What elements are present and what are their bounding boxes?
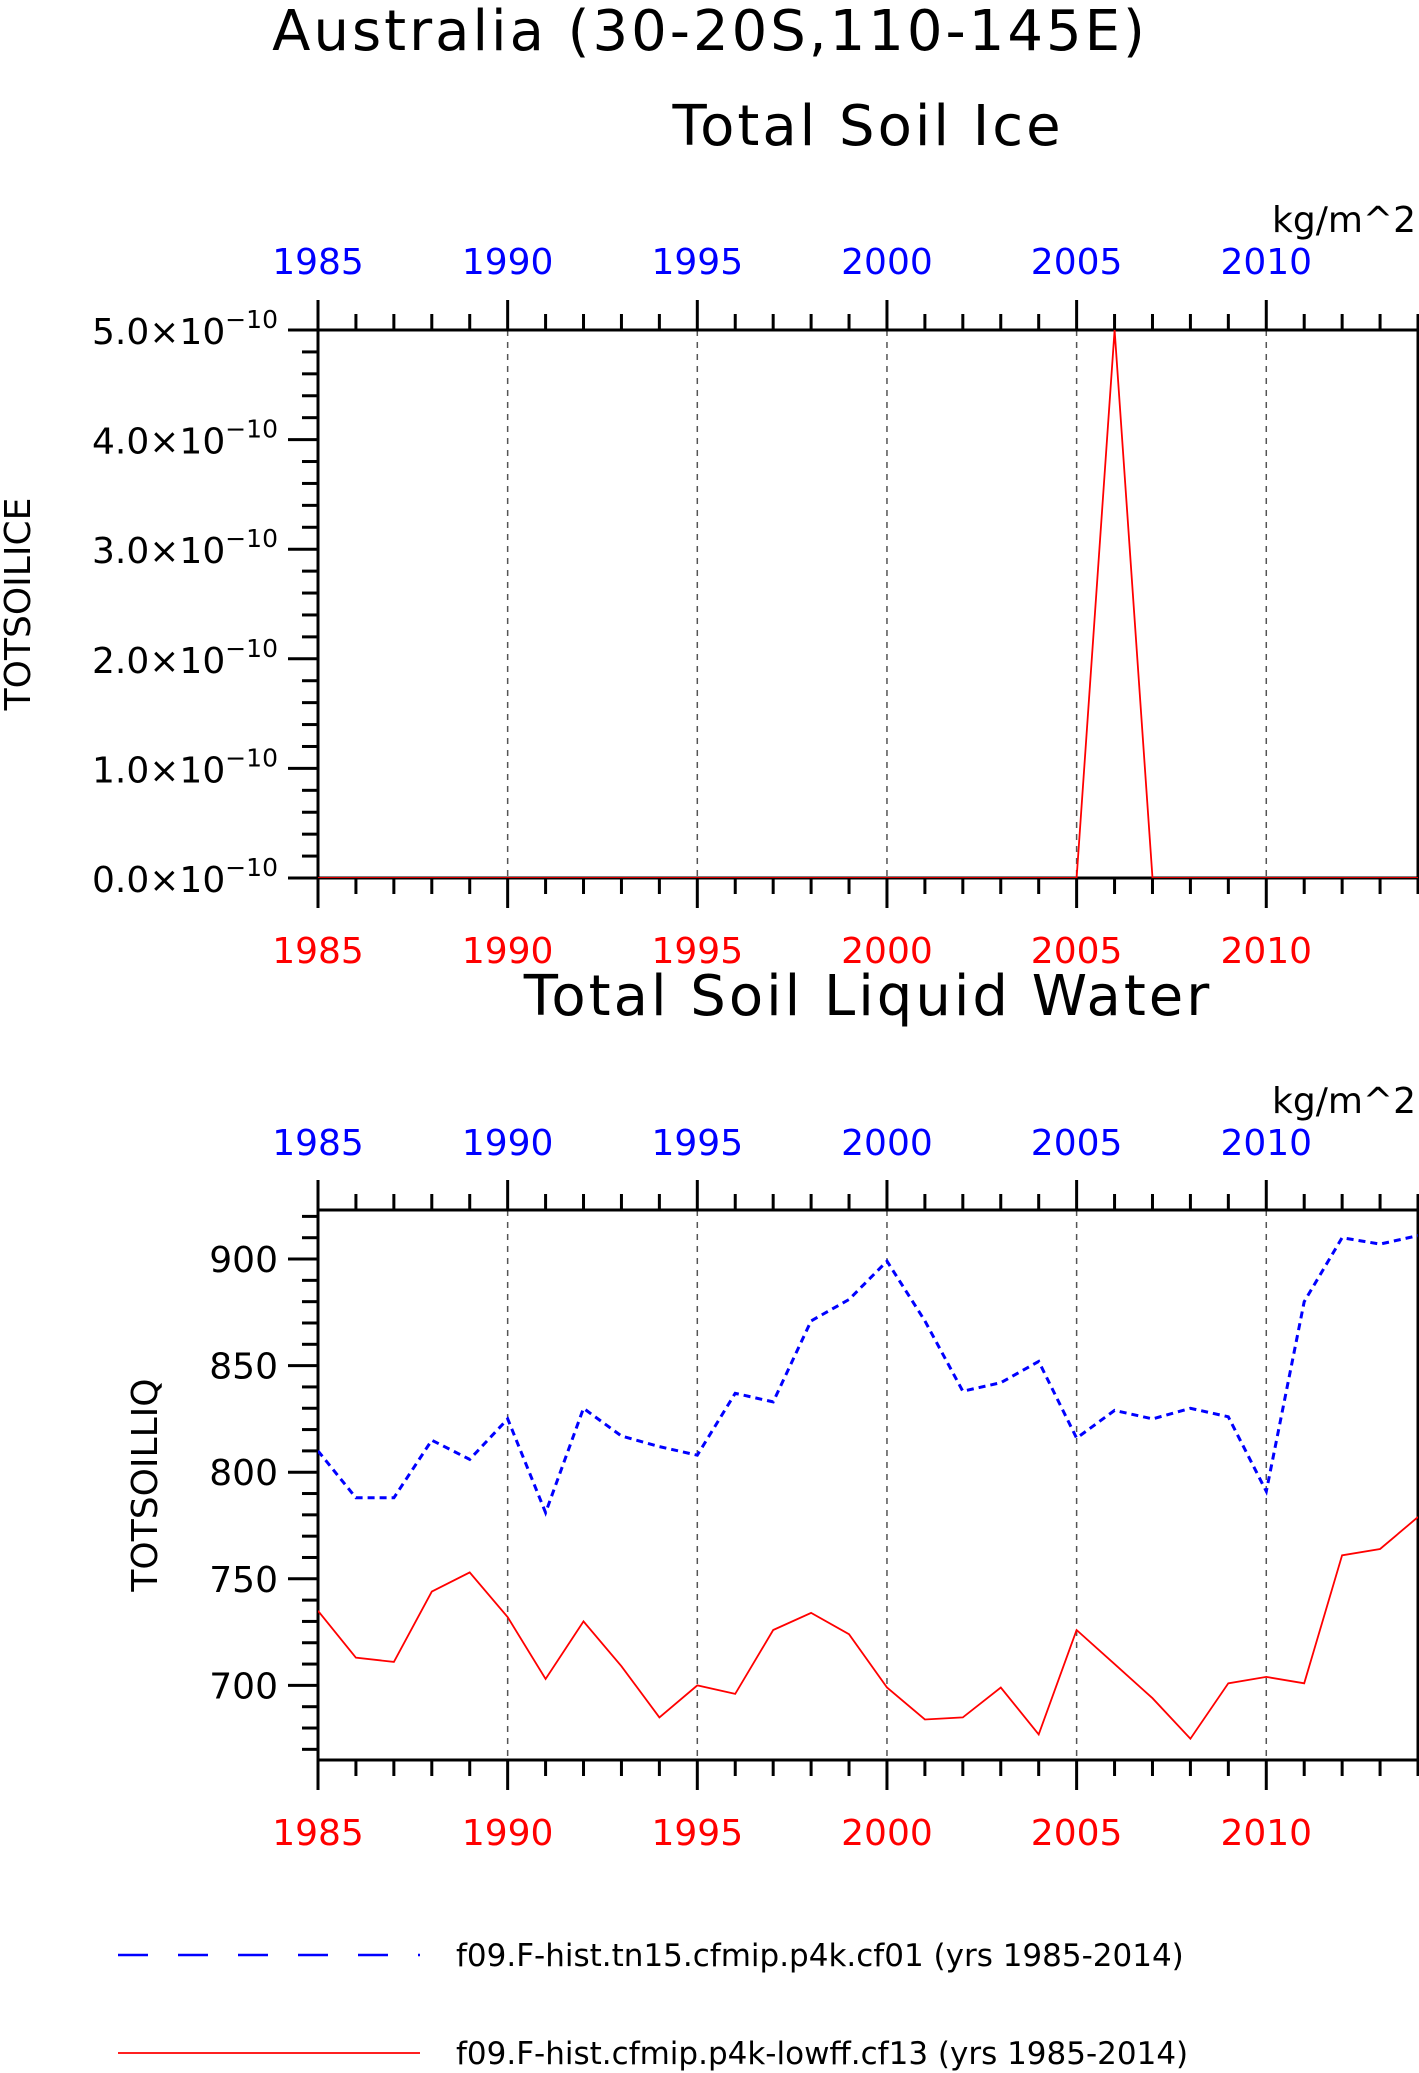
plot-frame (316, 1208, 1419, 1762)
x-label-top-1990: 1990 (462, 242, 554, 283)
x-label-top-2005: 2005 (1031, 1123, 1123, 1164)
x-label-bottom-2000: 2000 (841, 1813, 933, 1854)
y-label-700: 700 (209, 1666, 278, 1707)
soil-ice-panel: 1985 1985 1990 1990 1995 1995 2000 2000 2005 2005… (0, 200, 1419, 972)
x-label-bottom-1990: 1990 (462, 1813, 554, 1854)
y-label-mantissa: 3.0×10 (92, 531, 225, 572)
y-label-4: 4.0×10−10 (92, 415, 278, 463)
units-label: kg/m^2 (1272, 1081, 1416, 1122)
x-label-bottom-2000: 2000 (841, 931, 933, 972)
x-label-bottom-2010: 2010 (1220, 931, 1312, 972)
x-label-bottom-1995: 1995 (651, 931, 743, 972)
y-label-5: 5.0×10−10 (92, 305, 278, 353)
y-label-850: 850 (209, 1347, 278, 1388)
y-label-exponent: −10 (225, 524, 278, 553)
x-label-bottom-2005: 2005 (1031, 1813, 1123, 1854)
y-label-800: 800 (209, 1453, 278, 1494)
y-label-mantissa: 1.0×10 (92, 750, 225, 791)
y-label-exponent: −10 (225, 634, 278, 663)
main-title: Australia (30-20S,110-145E) (272, 0, 1148, 64)
y-label-mantissa: 2.0×10 (92, 641, 225, 682)
x-label-top-2000: 2000 (841, 242, 933, 283)
series-line-red-solid (318, 330, 1418, 878)
y-label-0: 0.0×10−10 (92, 853, 278, 901)
y-label-mantissa: 5.0×10 (92, 312, 225, 353)
legend-label-1: f09.F-hist.cfmip.p4k-lowff.cf13 (yrs 198… (456, 2036, 1188, 2072)
x-label-bottom-1985: 1985 (272, 931, 364, 972)
x-label-top-1990: 1990 (462, 1123, 554, 1164)
panel2-title: Total Soil Liquid Water (523, 964, 1213, 1029)
x-label-top-1995: 1995 (651, 242, 743, 283)
y-label-exponent: −10 (225, 415, 278, 444)
panel1-title: Total Soil Ice (671, 94, 1063, 159)
y-label-1: 1.0×10−10 (92, 743, 278, 791)
x-label-bottom-1985: 1985 (272, 1813, 364, 1854)
y-label-exponent: −10 (225, 305, 278, 334)
x-label-bottom-2005: 2005 (1031, 931, 1123, 972)
series-line-red-solid (318, 1516, 1418, 1741)
x-label-top-1985: 1985 (272, 1123, 364, 1164)
y-label-900: 900 (209, 1240, 278, 1281)
y-label-exponent: −10 (225, 853, 278, 882)
soil-liquid-panel: 1985 1985 1990 1990 1995 1995 2000 2000 2005 2005… (125, 1081, 1419, 1854)
x-label-bottom-2010: 2010 (1220, 1813, 1312, 1854)
units-label: kg/m^2 (1272, 200, 1416, 241)
x-label-top-1995: 1995 (651, 1123, 743, 1164)
y-label-mantissa: 0.0×10 (92, 860, 225, 901)
plot-frame (316, 328, 1419, 880)
series-line-blue-dashed (318, 1234, 1418, 1517)
y-axis-label: TOTSOILLIQ (125, 1378, 166, 1592)
y-label-exponent: −10 (225, 743, 278, 772)
y-label-750: 750 (209, 1560, 278, 1601)
y-label-2: 2.0×10−10 (92, 634, 278, 682)
x-label-bottom-1990: 1990 (462, 931, 554, 972)
legend-label-0: f09.F-hist.tn15.cfmip.p4k.cf01 (yrs 1985… (456, 1938, 1184, 1974)
legend: f09.F-hist.tn15.cfmip.p4k.cf01 (yrs 1985… (118, 1938, 1188, 2072)
x-label-top-2000: 2000 (841, 1123, 933, 1164)
y-label-3: 3.0×10−10 (92, 524, 278, 572)
y-axis-label: TOTSOILICE (0, 498, 39, 712)
x-label-top-1985: 1985 (272, 242, 364, 283)
x-label-top-2010: 2010 (1220, 1123, 1312, 1164)
x-label-top-2005: 2005 (1031, 242, 1123, 283)
x-label-bottom-1995: 1995 (651, 1813, 743, 1854)
x-label-top-2010: 2010 (1220, 242, 1312, 283)
y-label-mantissa: 4.0×10 (92, 422, 225, 463)
